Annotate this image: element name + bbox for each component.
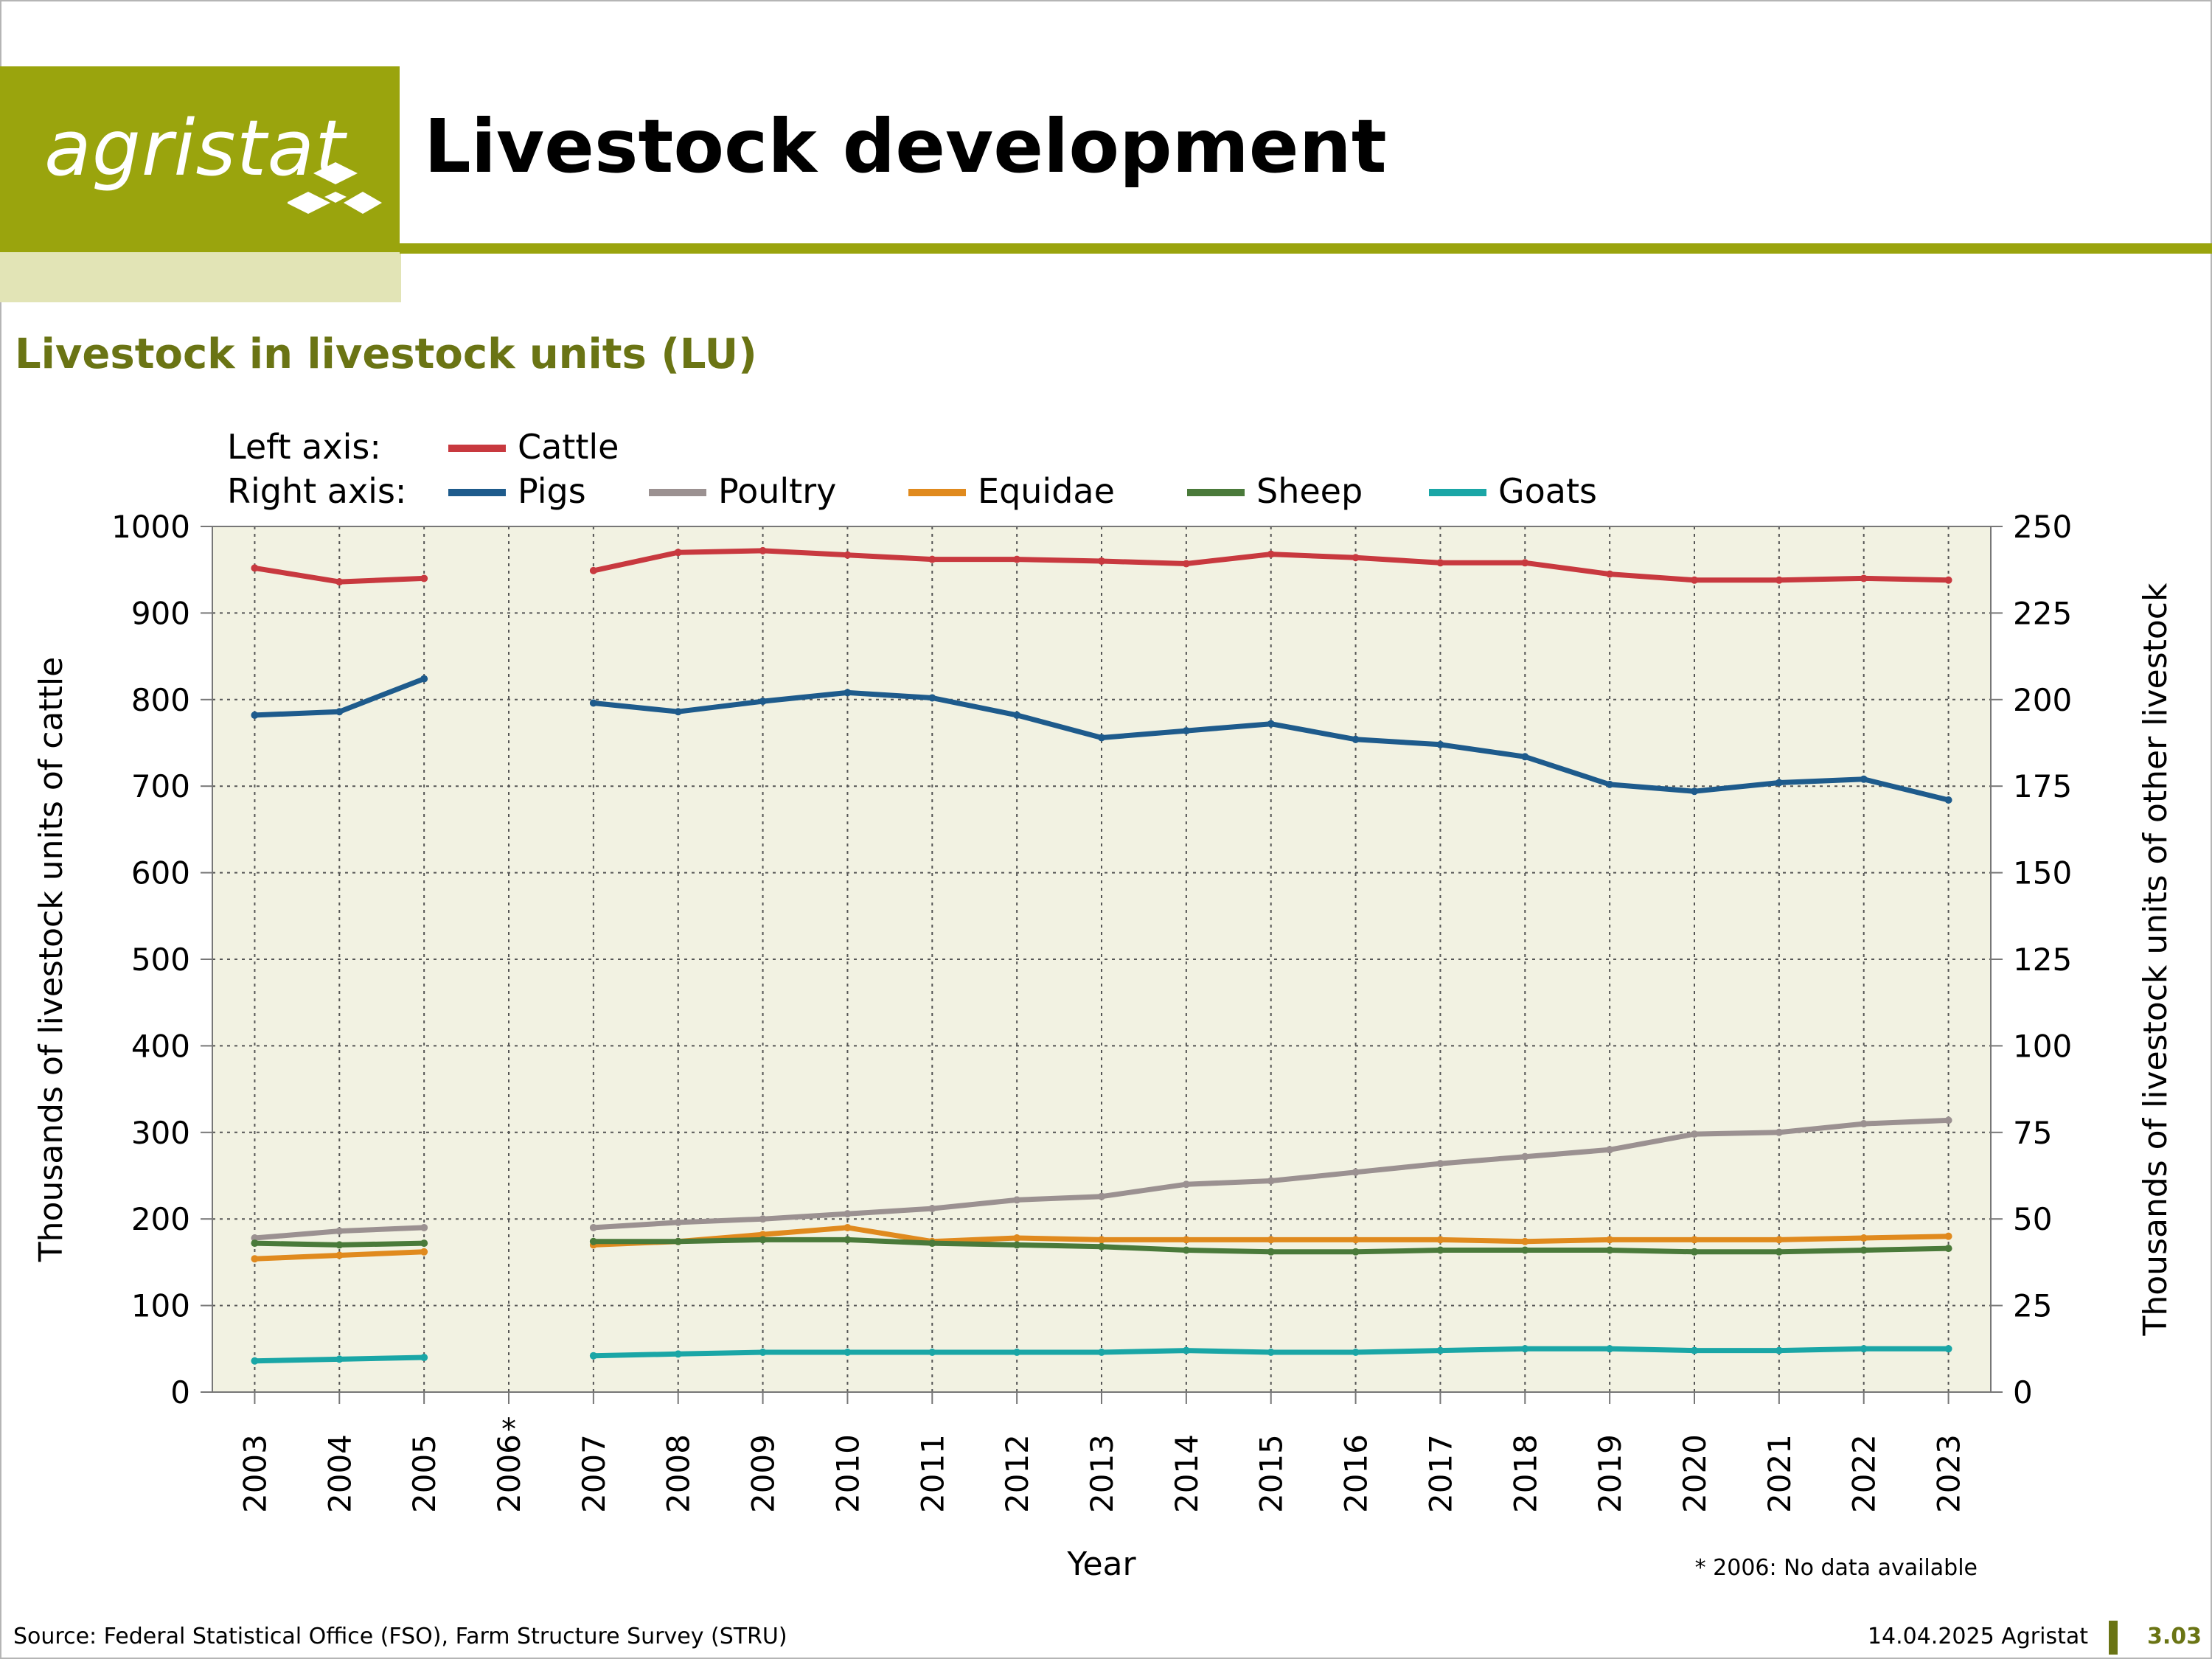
legend-equidae-label: Equidae: [978, 471, 1115, 511]
legend-cattle-label: Cattle: [518, 427, 619, 467]
series-goats-line: [591, 1346, 1952, 1359]
x-axis-tick-label: 2009: [745, 1434, 782, 1513]
logo-underlay: [0, 252, 401, 302]
right-axis-tick-label: 0: [2013, 1374, 2033, 1411]
left-axis-tick-label: 800: [131, 682, 190, 718]
right-axis-tick-label: 50: [2013, 1201, 2052, 1237]
x-axis-tick-label: 2003: [237, 1434, 273, 1513]
legend-sheep-label: Sheep: [1256, 471, 1363, 511]
page-title: Livestock development: [424, 103, 1387, 189]
chart-subtitle: Livestock in livestock units (LU): [15, 330, 757, 378]
series-equidae-line: [591, 1225, 1952, 1248]
left-axis-tick-label: 1000: [111, 509, 190, 545]
right-axis-tick-label: 175: [2013, 768, 2072, 804]
series-goats-line: [251, 1354, 427, 1364]
left-axis-tick-label: 300: [131, 1115, 190, 1151]
x-axis-title: Year: [1066, 1545, 1136, 1583]
legend-pigs-label: Pigs: [518, 471, 586, 511]
no-data-asterisk: *: [501, 1413, 516, 1447]
x-axis-tick-label: 2007: [576, 1434, 612, 1513]
series-cattle-line: [591, 548, 1952, 583]
x-axis-tick-label: 2017: [1422, 1434, 1458, 1513]
agristat-logo: agristat: [44, 103, 346, 193]
right-axis-tick-label: 150: [2013, 855, 2072, 891]
x-axis-tick-label: 2005: [406, 1434, 442, 1513]
right-axis-tick-label: 250: [2013, 509, 2072, 545]
x-axis-tick-label: 2012: [999, 1434, 1035, 1513]
x-axis-tick-label: 2019: [1592, 1434, 1628, 1513]
right-axis-tick-label: 75: [2013, 1115, 2052, 1151]
series-poultry-line: [251, 1225, 427, 1241]
x-axis-tick-label: 2004: [321, 1434, 358, 1513]
left-axis-tick-label: 500: [131, 942, 190, 978]
left-axis-tick-label: 200: [131, 1201, 190, 1237]
legend-left-axis-label: Left axis:: [227, 427, 381, 467]
series-cattle-line: [251, 565, 427, 585]
right-axis-title: Thousands of livestock units of other li…: [2137, 582, 2174, 1337]
series-sheep-line: [251, 1240, 427, 1248]
legend-right-axis-label: Right axis:: [227, 471, 406, 511]
legend-poultry-label: Poultry: [718, 471, 836, 511]
series-pigs-line: [591, 689, 1952, 803]
right-axis-tick-label: 25: [2013, 1288, 2052, 1324]
footer-divider: [2109, 1621, 2118, 1655]
x-axis-tick-label: 2023: [1931, 1434, 1967, 1513]
x-axis-tick-label: 2015: [1253, 1434, 1290, 1513]
left-axis-title: Thousands of livestock units of cattle: [32, 657, 70, 1262]
x-axis-tick-label: 2021: [1761, 1434, 1798, 1513]
x-axis-tick-label: 2018: [1507, 1434, 1543, 1513]
x-axis-tick-label: 2020: [1677, 1434, 1713, 1513]
left-axis-tick-label: 100: [131, 1288, 190, 1324]
x-axis-tick-label: 2014: [1169, 1434, 1205, 1513]
series-sheep-line: [591, 1237, 1952, 1255]
legend-goats-label: Goats: [1498, 471, 1597, 511]
source-note: Source: Federal Statistical Office (FSO)…: [13, 1624, 787, 1649]
x-axis-tick-label: 2011: [914, 1434, 950, 1513]
left-axis-tick-label: 0: [170, 1374, 190, 1411]
left-axis-tick-label: 700: [131, 768, 190, 804]
x-axis-tick-label: 2016: [1338, 1434, 1374, 1513]
x-axis-tick-label: 2008: [661, 1434, 697, 1513]
logo-panel: [0, 66, 400, 252]
no-data-note: * 2006: No data available: [1695, 1555, 1978, 1581]
series-equidae-line: [251, 1249, 427, 1262]
left-axis-tick-label: 900: [131, 595, 190, 631]
header-divider: [400, 243, 2212, 254]
footer-date: 14.04.2025 Agristat: [1867, 1624, 2088, 1649]
right-axis-tick-label: 225: [2013, 595, 2072, 631]
left-axis-tick-label: 600: [131, 855, 190, 891]
series-poultry-line: [591, 1117, 1952, 1231]
livestock-chart: 0 100 200 300 400 500 600 700 800 900 1000 0 25 50 75 1…: [32, 427, 2174, 1583]
x-axis-tick-label: 2013: [1084, 1434, 1120, 1513]
right-axis-tick-label: 125: [2013, 942, 2072, 978]
left-axis-tick-label: 400: [131, 1028, 190, 1064]
right-axis-tick-label: 100: [2013, 1028, 2072, 1064]
logo-diamond-icon: [288, 162, 382, 214]
x-axis-tick-label: 2022: [1846, 1434, 1882, 1513]
x-axis-tick-label: 2010: [830, 1434, 866, 1513]
right-axis-tick-label: 200: [2013, 682, 2072, 718]
x-axis-tick-label: 2006: [491, 1434, 527, 1513]
series-pigs-line: [251, 676, 427, 718]
page-number: 3.03: [2147, 1624, 2202, 1649]
